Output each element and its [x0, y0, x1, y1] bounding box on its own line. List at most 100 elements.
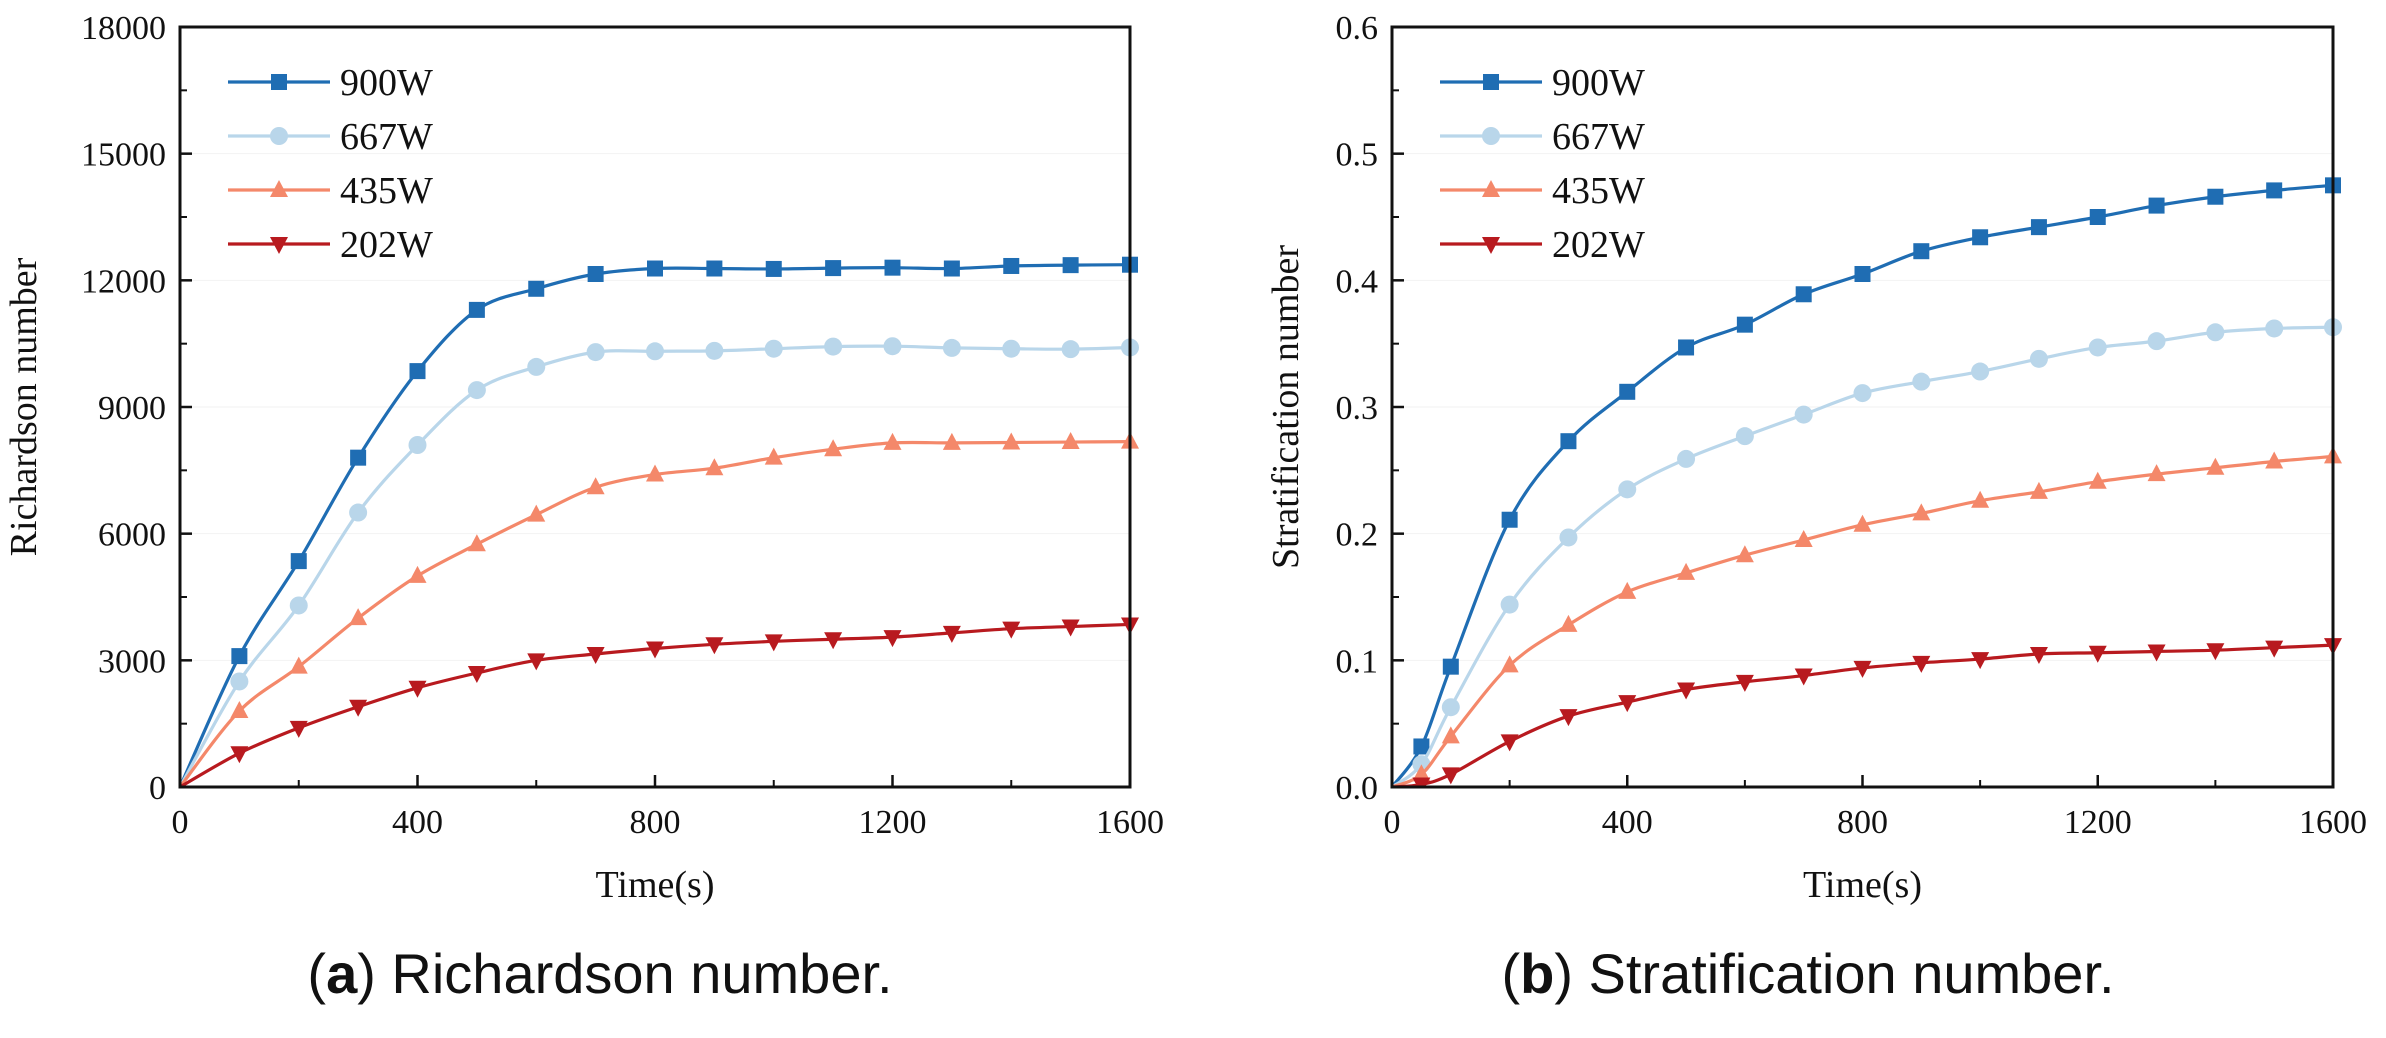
data-point — [1441, 698, 1460, 717]
series-202W — [1392, 638, 2342, 787]
legend-marker — [1482, 127, 1500, 145]
x-tick-label: 400 — [1602, 804, 1653, 841]
y-tick-label: 0 — [149, 770, 166, 807]
legend-label: 667W — [1552, 116, 1645, 158]
series-line — [180, 440, 1131, 787]
data-point — [824, 337, 843, 356]
data-point — [2088, 338, 2107, 357]
y-tick-label: 0.2 — [1336, 517, 1379, 554]
data-point — [2147, 644, 2166, 662]
data-point — [468, 301, 485, 318]
data-point — [1912, 372, 1931, 391]
data-point — [1413, 738, 1430, 755]
data-point — [646, 342, 664, 361]
data-point — [1559, 528, 1578, 547]
legend-marker — [270, 180, 288, 197]
data-point — [824, 439, 843, 457]
data-point — [1971, 490, 1990, 508]
data-point — [2029, 647, 2048, 664]
data-point — [2206, 457, 2225, 475]
data-point — [1500, 595, 1519, 614]
data-point — [1619, 383, 1636, 400]
data-point — [2088, 471, 2107, 489]
legend-label: 900W — [1552, 62, 1645, 104]
y-tick-label: 0.3 — [1336, 390, 1379, 427]
data-point — [230, 746, 249, 764]
data-point — [1061, 340, 1080, 359]
data-point — [2147, 332, 2166, 351]
data-point — [2265, 319, 2284, 338]
data-point — [1441, 767, 1460, 785]
data-point — [2029, 481, 2048, 499]
data-point — [825, 260, 842, 277]
legend: 900W 667W 435W 202W — [228, 62, 433, 266]
data-point — [350, 449, 367, 466]
data-point — [1677, 562, 1696, 580]
data-point — [1736, 316, 1753, 333]
data-point — [587, 266, 604, 282]
y-tick-label: 0.4 — [1336, 263, 1379, 300]
data-point — [467, 534, 486, 552]
data-point — [1853, 384, 1872, 403]
data-point — [1912, 655, 1931, 673]
data-point — [824, 632, 843, 650]
series-line — [180, 344, 1131, 787]
y-axis-label: Stratification number — [1265, 245, 1307, 569]
data-point — [1971, 362, 1990, 381]
data-point — [1559, 614, 1578, 632]
data-point — [1501, 511, 1518, 528]
data-point — [705, 458, 724, 476]
data-point — [646, 464, 664, 482]
data-point — [1677, 449, 1696, 468]
legend-label: 435W — [1552, 170, 1645, 212]
data-point — [883, 337, 902, 356]
data-point — [883, 432, 902, 450]
legend-label: 667W — [340, 116, 433, 158]
x-tick-label: 1600 — [1096, 804, 1164, 841]
data-point — [1678, 339, 1695, 356]
data-point — [1061, 432, 1080, 450]
data-point — [408, 680, 427, 698]
data-point — [705, 341, 724, 360]
y-tick-label: 12000 — [81, 263, 166, 300]
legend-marker — [271, 74, 287, 90]
data-point — [1441, 726, 1460, 744]
data-point — [1795, 286, 1812, 303]
data-point — [1002, 432, 1021, 450]
x-tick-label: 1200 — [2064, 804, 2132, 841]
data-point — [527, 357, 546, 376]
data-point — [1913, 243, 1930, 260]
legend-marker — [1482, 237, 1500, 254]
series-667W — [1392, 318, 2342, 787]
data-point — [765, 260, 782, 277]
data-point — [1618, 480, 1637, 499]
data-point — [884, 259, 901, 276]
data-point — [2206, 323, 2225, 342]
data-point — [231, 648, 248, 665]
y-tick-label: 9000 — [98, 390, 166, 427]
data-point — [1794, 405, 1813, 424]
x-tick-label: 0 — [172, 804, 189, 841]
data-point — [1560, 433, 1577, 450]
y-axis-label: Richardson number — [3, 257, 45, 556]
chart-panel-richardson: 0 400 800 1200 1600 0 3000 6000 9000 12000 15000 18… — [3, 10, 1164, 1005]
data-point — [646, 641, 664, 659]
data-point — [942, 432, 961, 450]
series-900W — [1392, 177, 2341, 787]
data-point — [1971, 652, 1990, 670]
x-axis-label: Time(s) — [1803, 864, 1922, 906]
x-axis-label: Time(s) — [596, 864, 715, 906]
y-tick-label: 18000 — [81, 10, 166, 47]
series-202W — [180, 617, 1139, 787]
data-point — [2206, 643, 2225, 661]
legend: 900W 667W 435W 202W — [1440, 62, 1645, 266]
data-point — [1735, 545, 1754, 563]
data-point — [1794, 530, 1813, 547]
chart-panel-stratification: 0 400 800 1200 1600 0.0 0.1 0.2 0.3 0.4 0.5 0.6 Time… — [1265, 10, 2367, 1005]
data-point — [349, 699, 368, 717]
data-point — [2089, 209, 2106, 225]
data-point — [586, 647, 605, 664]
data-point — [467, 666, 486, 683]
data-point — [1412, 764, 1431, 782]
